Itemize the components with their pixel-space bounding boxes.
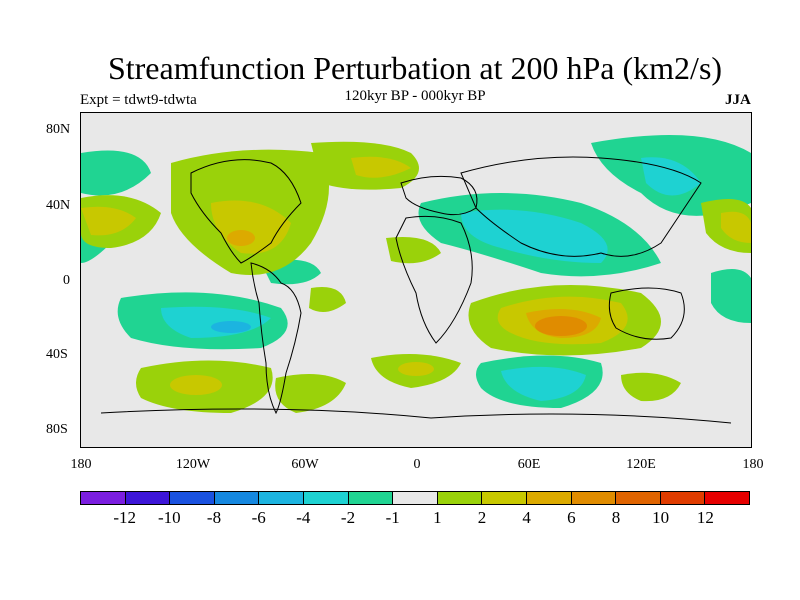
y-tick-label: 80S [46, 422, 68, 437]
season-label: JJA [725, 92, 751, 108]
colorbar [80, 491, 750, 505]
colorbar-swatch [81, 492, 126, 504]
colorbar-label: 6 [567, 508, 576, 527]
experiment-label: Expt = tdwt9-tdwta [80, 92, 197, 108]
colorbar-label: 12 [696, 508, 714, 527]
colorbar-label: -10 [157, 508, 181, 527]
coastlines [100, 156, 732, 424]
chart-subtitle: 120kyr BP - 000kyr BP [344, 88, 486, 104]
negative-anomaly-regions [81, 135, 751, 408]
colorbar-swatch [348, 492, 394, 504]
colorbar-swatch [705, 492, 749, 504]
x-tick-label: 60E [517, 457, 541, 472]
positive-anomaly-regions [81, 141, 751, 413]
x-tick-label: 120W [175, 457, 211, 472]
colorbar-swatch [170, 492, 215, 504]
colorbar-label: -6 [251, 508, 266, 527]
colorbar-label: 1 [433, 508, 442, 527]
x-tick-label: 60W [291, 457, 319, 472]
colorbar-swatch [437, 492, 483, 504]
colorbar-label: 10 [652, 508, 670, 527]
colorbar-label: 8 [611, 508, 621, 527]
colorbar-swatch [214, 492, 260, 504]
colorbar-swatch [571, 492, 617, 504]
x-tick-label: 120E [626, 457, 656, 472]
colorbar-swatch [482, 492, 527, 504]
colorbar-swatch [259, 492, 304, 504]
colorbar-swatch [660, 492, 706, 504]
map-plot-area: 80N 40N 0 40S 80S 180 120W 60W 0 60E 120… [46, 112, 764, 472]
colorbar-swatch [616, 492, 661, 504]
colorbar-label: -12 [113, 508, 136, 527]
map-fields [81, 135, 751, 424]
colorbar-label: 2 [477, 508, 487, 527]
chart-title: Streamfunction Perturbation at 200 hPa (… [107, 50, 723, 86]
colorbar-swatch [526, 492, 572, 504]
y-tick-label: 40N [46, 198, 71, 213]
colorbar-label: -2 [340, 508, 356, 527]
colorbar-swatch [303, 492, 349, 504]
y-tick-label: 0 [63, 273, 70, 288]
colorbar-label: -8 [206, 508, 222, 527]
x-tick-label: 180 [742, 457, 764, 472]
x-tick-label: 180 [70, 457, 92, 472]
colorbar-label: -1 [385, 508, 400, 527]
colorbar-label: 4 [522, 508, 531, 527]
colorbar-label: -4 [296, 508, 311, 527]
y-tick-label: 80N [46, 122, 71, 137]
colorbar-swatch [125, 492, 171, 504]
colorbar-swatch [393, 492, 438, 504]
y-tick-label: 40S [46, 347, 68, 362]
x-tick-label: 0 [413, 457, 421, 472]
